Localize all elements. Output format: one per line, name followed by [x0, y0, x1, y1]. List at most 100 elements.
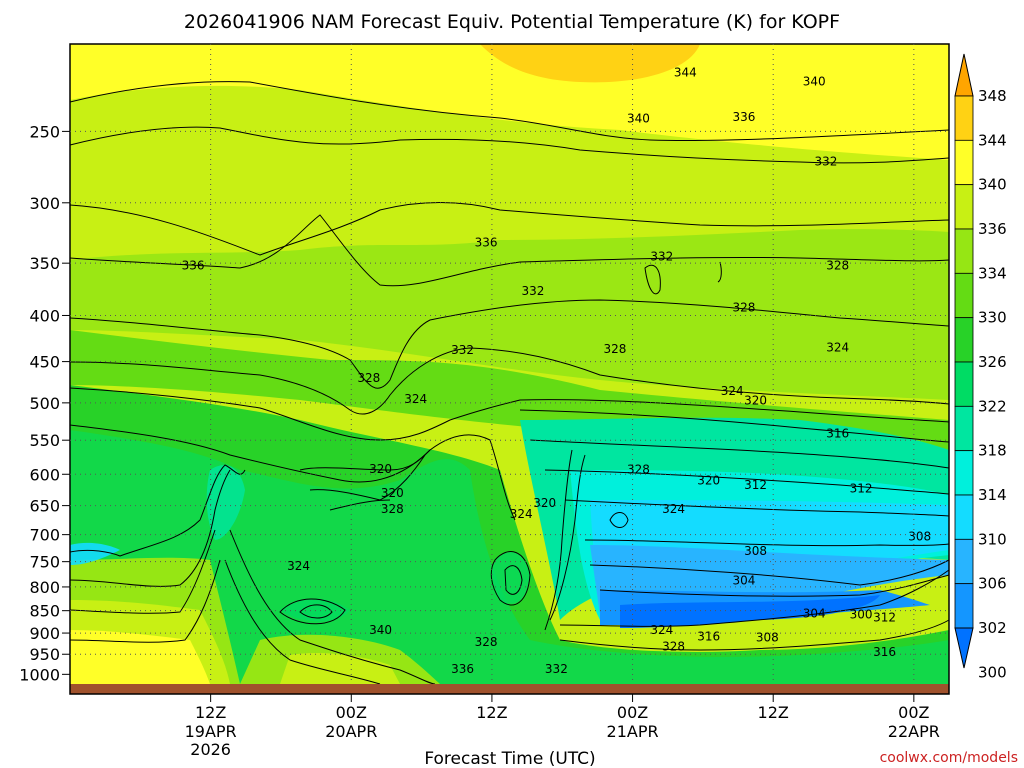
ground-strip — [70, 684, 949, 694]
contour-label: 336 — [732, 110, 755, 124]
x-tick-label: 00Z — [898, 703, 929, 722]
contour-label: 316 — [826, 427, 849, 441]
colorbar-label: 326 — [978, 353, 1007, 371]
contour-label: 328 — [627, 463, 650, 477]
y-tick-label: 900 — [29, 624, 60, 643]
contour-label: 328 — [381, 502, 404, 516]
colorbar-swatch — [954, 583, 974, 629]
y-tick-label: 800 — [29, 578, 60, 597]
x-axis-label: Forecast Time (UTC) — [424, 749, 595, 768]
contour-label: 308 — [908, 529, 931, 543]
colorbar-swatch — [954, 228, 974, 274]
y-tick-label: 300 — [29, 194, 60, 213]
x-tick-label: 12Z — [476, 703, 507, 722]
colorbar-label: 314 — [978, 486, 1007, 504]
x-tick-label: 12Z — [758, 703, 789, 722]
contour-label: 324 — [404, 392, 427, 406]
contour-label: 304 — [732, 574, 755, 588]
contour-label: 308 — [756, 630, 779, 644]
colorbar: 348 344 340 336 334 330 326 322 318 314 310 306 302 3… — [954, 53, 1007, 681]
contour-label: 328 — [475, 635, 498, 649]
colorbar-label: 300 — [978, 663, 1007, 681]
contour-label: 336 — [475, 235, 498, 249]
contour-label: 328 — [604, 342, 627, 356]
contour-label: 324 — [650, 623, 673, 637]
contour-label: 320 — [369, 462, 392, 476]
contour-label: 328 — [662, 639, 685, 653]
colorbar-label: 310 — [978, 530, 1007, 548]
y-tick-label: 950 — [29, 645, 60, 664]
contour-label: 304 — [803, 606, 826, 620]
plot-field — [70, 44, 949, 684]
colorbar-swatch — [954, 317, 974, 363]
colorbar-label: 306 — [978, 575, 1007, 593]
colorbar-label: 348 — [978, 87, 1007, 105]
y-tick-label: 700 — [29, 526, 60, 545]
contour-label: 332 — [814, 155, 837, 169]
colorbar-swatch — [954, 95, 974, 141]
colorbar-swatch — [954, 538, 974, 585]
x-tick-label: 00Z — [336, 703, 367, 722]
contour-label: 320 — [697, 474, 720, 488]
y-tick-label: 650 — [29, 497, 60, 516]
contour-label: 324 — [287, 559, 310, 573]
contour-lines — [69, 81, 950, 685]
x-tick-year: 2026 — [190, 740, 231, 759]
contour-label: 316 — [697, 630, 720, 644]
y-tick-label: 500 — [29, 394, 60, 413]
colorbar-label: 336 — [978, 220, 1007, 238]
y-tick-label: 350 — [29, 254, 60, 273]
y-tick-label: 250 — [29, 122, 60, 141]
contour-label: 340 — [803, 74, 826, 88]
contour-label: 332 — [650, 249, 673, 263]
colorbar-swatch — [954, 272, 974, 319]
y-tick-label: 1000 — [19, 665, 60, 684]
y-tick-label: 600 — [29, 465, 60, 484]
colorbar-label: 330 — [978, 309, 1007, 327]
colorbar-swatch — [954, 184, 974, 230]
contour-label: 312 — [744, 478, 767, 492]
y-tick-label: 400 — [29, 306, 60, 325]
contour-label: 312 — [873, 611, 896, 625]
y-tick-label: 850 — [29, 602, 60, 621]
colorbar-top-arrow — [954, 53, 974, 97]
contour-label: 332 — [451, 343, 474, 357]
colorbar-swatch — [954, 494, 974, 540]
colorbar-label: 322 — [978, 397, 1007, 415]
contour-label: 332 — [545, 662, 568, 676]
colorbar-swatch — [954, 139, 974, 186]
colorbar-swatch — [954, 450, 974, 496]
colorbar-label: 340 — [978, 176, 1007, 194]
contour-label: 344 — [674, 65, 697, 79]
contour-label: 316 — [873, 645, 896, 659]
x-tick-date: 19APR — [185, 722, 237, 741]
y-tick-label: 450 — [29, 353, 60, 372]
colorbar-label: 344 — [978, 131, 1007, 149]
x-tick-date: 20APR — [325, 722, 377, 741]
plot-frame — [69, 43, 950, 695]
x-tick-label: 12Z — [195, 703, 226, 722]
contour-label: 332 — [521, 284, 544, 298]
y-axis: 250 300 350 400 450 500 550 600 650 700 750 800 850 9… — [19, 122, 70, 684]
y-tick-label: 750 — [29, 553, 60, 572]
contour-label: 336 — [451, 662, 474, 676]
colorbar-label: 334 — [978, 264, 1007, 282]
contour-label: 328 — [732, 301, 755, 315]
y-tick-label: 550 — [29, 431, 60, 450]
contour-label: 324 — [510, 507, 533, 521]
colorbar-bottom-arrow — [954, 627, 974, 669]
contour-label: 324 — [662, 502, 685, 516]
colorbar-label: 318 — [978, 442, 1007, 460]
contour-label: 340 — [627, 112, 650, 126]
contour-label: 300 — [850, 607, 873, 621]
contour-label: 320 — [381, 486, 404, 500]
contour-label: 324 — [826, 340, 849, 354]
x-tick-date: 22APR — [888, 722, 940, 741]
contour-label: 308 — [744, 544, 767, 558]
x-tick-label: 00Z — [617, 703, 648, 722]
contour-label: 320 — [533, 496, 556, 510]
contour-labels: 344 340 340 336 332 336 336 332 328 332 328 332 328 3… — [182, 65, 932, 675]
contour-label: 320 — [744, 394, 767, 408]
